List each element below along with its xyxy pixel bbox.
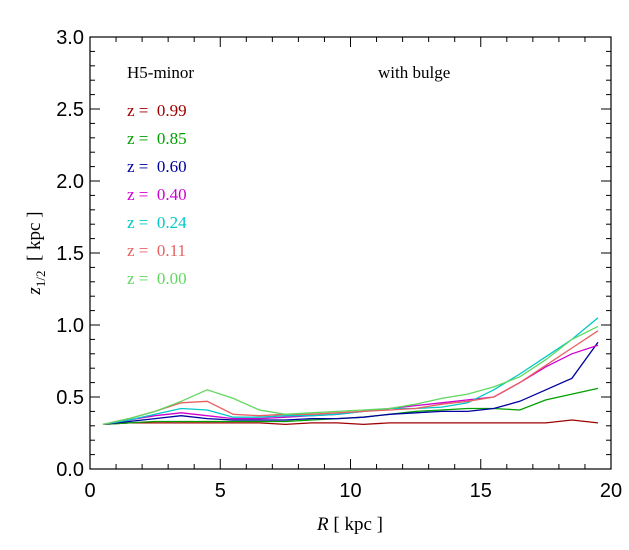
y-axis-var: z <box>24 287 45 296</box>
legend-entry-4: z = 0.24 <box>127 213 187 232</box>
annotation-right: with bulge <box>378 63 450 82</box>
y-tick-label: 1.0 <box>56 315 84 337</box>
x-axis-label: R [ kpc ] <box>316 514 383 535</box>
annotation-left: H5-minor <box>127 63 194 82</box>
series-line-1 <box>102 387 599 426</box>
x-tick-label: 10 <box>339 480 361 502</box>
y-axis-label: z1/2 [ kpc ] <box>24 211 48 295</box>
axis-tick-labels: 0 5 10 15 20 0.0 0.5 1.0 1.5 2.0 2.5 3.0 <box>56 27 622 502</box>
series-line-2 <box>102 341 599 426</box>
y-tick-label: 2.0 <box>56 171 84 193</box>
x-tick-label: 0 <box>84 480 95 502</box>
legend-entry-6: z = 0.00 <box>127 269 187 288</box>
x-axis-unit: [ kpc ] <box>329 514 383 535</box>
x-tick-label: 5 <box>215 480 226 502</box>
legend: z = 0.99 z = 0.85 z = 0.60 z = 0.40 z = 0.24… <box>127 101 187 288</box>
series-line-0 <box>102 419 599 426</box>
series-line-6 <box>102 325 599 426</box>
legend-entry-2: z = 0.60 <box>127 157 187 176</box>
x-tick-label: 20 <box>600 480 622 502</box>
series-lines <box>102 317 599 426</box>
legend-entry-1: z = 0.85 <box>127 129 187 148</box>
y-axis-unit: [ kpc ] <box>24 211 45 270</box>
x-tick-label: 15 <box>470 480 492 502</box>
legend-entry-0: z = 0.99 <box>127 101 187 120</box>
legend-entry-5: z = 0.11 <box>127 241 186 260</box>
series-line-4 <box>102 317 599 426</box>
series-line-5 <box>102 330 599 426</box>
y-tick-label: 2.5 <box>56 99 84 121</box>
y-tick-label: 0.5 <box>56 387 84 409</box>
y-axis-sub: 1/2 <box>33 271 48 288</box>
x-axis-var: R <box>316 514 329 535</box>
y-tick-label: 3.0 <box>56 27 84 49</box>
axis-ticks <box>89 36 612 470</box>
y-tick-label: 1.5 <box>56 243 84 265</box>
y-tick-label: 0.0 <box>56 459 84 481</box>
legend-entry-3: z = 0.40 <box>127 185 187 204</box>
